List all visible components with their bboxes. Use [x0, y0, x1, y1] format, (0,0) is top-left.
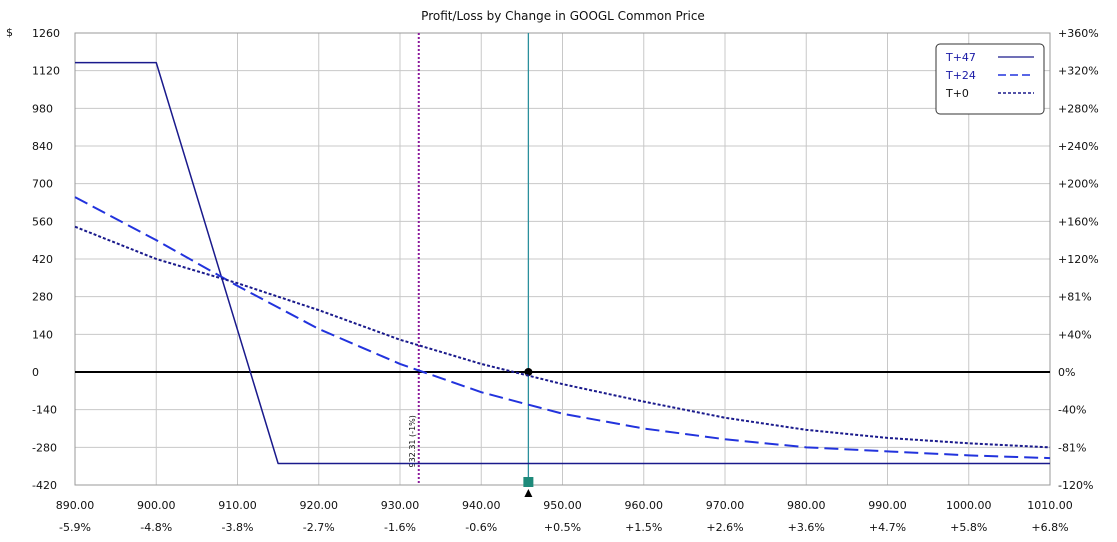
x-tick-label: 900.00: [137, 499, 176, 512]
breakeven-label: 932.31 (-1%): [408, 415, 417, 467]
x-tick-pct-label: -4.8%: [140, 521, 172, 534]
y-tick-pct-label: +280%: [1058, 102, 1099, 115]
x-tick-label: 960.00: [625, 499, 664, 512]
x-tick-label: 1010.00: [1027, 499, 1073, 512]
x-tick-label: 980.00: [787, 499, 826, 512]
y-tick-label: -420: [32, 479, 57, 492]
legend-entry-label: T+24: [945, 69, 976, 82]
chart-title: Profit/Loss by Change in GOOGL Common Pr…: [421, 9, 705, 23]
y-tick-pct-label: 0%: [1058, 366, 1075, 379]
x-tick-label: 910.00: [218, 499, 257, 512]
x-tick-label: 930.00: [381, 499, 420, 512]
series-line-t-24: [74, 196, 1051, 460]
y-tick-label: 560: [32, 215, 53, 228]
x-tick-pct-label: -0.6%: [465, 521, 497, 534]
legend-entry-label: T+0: [945, 87, 969, 100]
y-tick-label: 840: [32, 140, 53, 153]
x-tick-label: 970.00: [706, 499, 745, 512]
legend-entry-label: T+47: [945, 51, 976, 64]
x-tick-label: 920.00: [300, 499, 339, 512]
y-tick-label: 1120: [32, 65, 60, 78]
y-tick-label: 280: [32, 291, 53, 304]
y-tick-label: 700: [32, 178, 53, 191]
legend-box: [935, 43, 1045, 115]
x-tick-label: 990.00: [868, 499, 907, 512]
y-tick-pct-label: +240%: [1058, 140, 1099, 153]
y-tick-pct-label: +320%: [1058, 65, 1099, 78]
y-tick-pct-label: +200%: [1058, 178, 1099, 191]
x-tick-pct-label: +0.5%: [544, 521, 581, 534]
y-tick-label: 980: [32, 102, 53, 115]
y-tick-pct-label: +360%: [1058, 27, 1099, 40]
y-tick-pct-label: -120%: [1058, 479, 1093, 492]
x-tick-label: 940.00: [462, 499, 501, 512]
x-tick-pct-label: -1.6%: [384, 521, 416, 534]
x-tick-pct-label: +4.7%: [869, 521, 906, 534]
current-price-triangle: [524, 489, 533, 497]
current-price-square: [523, 477, 534, 487]
y-tick-pct-label: -40%: [1058, 404, 1086, 417]
series-line-t-47: [75, 61, 1050, 465]
x-tick-pct-label: +2.6%: [706, 521, 743, 534]
x-tick-pct-label: -2.7%: [303, 521, 335, 534]
series-line-t-0: [74, 225, 1051, 449]
y-tick-pct-label: +81%: [1058, 291, 1092, 304]
y-tick-label: -140: [32, 404, 57, 417]
x-tick-pct-label: +5.8%: [950, 521, 987, 534]
y-tick-label: 1260: [32, 27, 60, 40]
x-tick-label: 950.00: [543, 499, 582, 512]
y-tick-pct-label: -81%: [1058, 441, 1086, 454]
y-tick-label: -280: [32, 441, 57, 454]
x-tick-pct-label: +3.6%: [788, 521, 825, 534]
y-tick-pct-label: +120%: [1058, 253, 1099, 266]
y-tick-label: 140: [32, 328, 53, 341]
series-layer: [74, 61, 1051, 465]
grid-layer: [74, 32, 1051, 486]
plot-frame: [74, 32, 1051, 486]
x-tick-label: 890.00: [56, 499, 95, 512]
x-tick-label: 1000.00: [946, 499, 992, 512]
marker-layer: 932.31 (-1%): [408, 33, 534, 497]
chart-legend: T+47 T+24 T+0: [935, 43, 1045, 115]
x-tick-pct-label: +6.8%: [1031, 521, 1068, 534]
axis-layer: 890.00 -5.9% 900.00 -4.8% 910.00 -3.8% 920.00 -…: [32, 27, 1099, 534]
y-tick-label: 420: [32, 253, 53, 266]
y-unit-label: $: [6, 26, 13, 39]
x-tick-pct-label: -3.8%: [222, 521, 254, 534]
y-tick-pct-label: +40%: [1058, 328, 1092, 341]
y-tick-label: 0: [32, 366, 39, 379]
y-tick-pct-label: +160%: [1058, 215, 1099, 228]
zero-cross-point: [524, 368, 533, 376]
x-tick-pct-label: +1.5%: [625, 521, 662, 534]
x-tick-pct-label: -5.9%: [59, 521, 91, 534]
